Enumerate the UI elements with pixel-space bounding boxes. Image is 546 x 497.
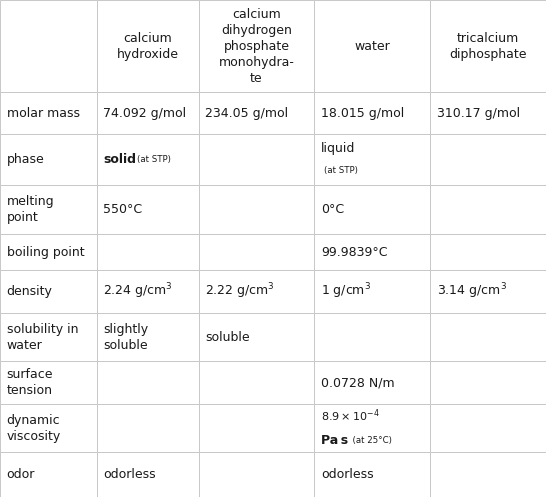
Bar bbox=[314, 361, 430, 404]
Text: calcium
hydroxide: calcium hydroxide bbox=[116, 32, 179, 61]
Bar bbox=[314, 270, 430, 313]
Bar bbox=[0, 0, 97, 92]
Text: $\mathregular{2.22}$ g/cm$^3$: $\mathregular{2.22}$ g/cm$^3$ bbox=[205, 282, 275, 301]
Text: water: water bbox=[354, 40, 390, 53]
Text: odor: odor bbox=[7, 468, 35, 481]
Bar bbox=[314, 0, 430, 92]
Bar bbox=[314, 92, 430, 134]
Bar bbox=[430, 404, 546, 452]
Bar bbox=[430, 270, 546, 313]
Bar bbox=[97, 92, 199, 134]
Bar bbox=[314, 404, 430, 452]
Bar bbox=[0, 234, 97, 270]
Bar bbox=[199, 234, 314, 270]
Bar bbox=[0, 404, 97, 452]
Text: (at STP): (at STP) bbox=[137, 155, 171, 164]
Bar bbox=[97, 0, 199, 92]
Text: surface
tension: surface tension bbox=[7, 368, 53, 397]
Text: slightly
soluble: slightly soluble bbox=[103, 323, 148, 351]
Text: odorless: odorless bbox=[321, 468, 373, 481]
Bar bbox=[314, 234, 430, 270]
Text: 234.05 g/mol: 234.05 g/mol bbox=[205, 107, 288, 120]
Text: 0°C: 0°C bbox=[321, 203, 344, 216]
Bar bbox=[430, 0, 546, 92]
Bar bbox=[0, 134, 97, 185]
Text: density: density bbox=[7, 285, 52, 298]
Bar bbox=[199, 404, 314, 452]
Bar bbox=[97, 313, 199, 361]
Text: 310.17 g/mol: 310.17 g/mol bbox=[437, 107, 520, 120]
Bar bbox=[97, 452, 199, 497]
Text: 550°C: 550°C bbox=[103, 203, 142, 216]
Bar bbox=[199, 361, 314, 404]
Text: $\mathregular{3.14}$ g/cm$^3$: $\mathregular{3.14}$ g/cm$^3$ bbox=[437, 282, 507, 301]
Text: $8.9\times10^{-4}$: $8.9\times10^{-4}$ bbox=[321, 408, 379, 424]
Bar bbox=[430, 92, 546, 134]
Text: (at STP): (at STP) bbox=[324, 166, 358, 175]
Bar bbox=[430, 185, 546, 234]
Text: phase: phase bbox=[7, 153, 44, 166]
Text: $\mathregular{1}$ g/cm$^3$: $\mathregular{1}$ g/cm$^3$ bbox=[321, 282, 371, 301]
Bar bbox=[199, 313, 314, 361]
Text: melting
point: melting point bbox=[7, 195, 54, 224]
Bar bbox=[314, 185, 430, 234]
Text: tricalcium
diphosphate: tricalcium diphosphate bbox=[449, 32, 527, 61]
Bar bbox=[97, 404, 199, 452]
Text: Pa s: Pa s bbox=[321, 434, 348, 447]
Text: boiling point: boiling point bbox=[7, 246, 84, 258]
Text: calcium
dihydrogen
phosphate
monohydra-
te: calcium dihydrogen phosphate monohydra- … bbox=[218, 7, 294, 84]
Bar bbox=[430, 452, 546, 497]
Text: $\mathregular{2.24}$ g/cm$^3$: $\mathregular{2.24}$ g/cm$^3$ bbox=[103, 282, 173, 301]
Bar bbox=[199, 134, 314, 185]
Text: solubility in
water: solubility in water bbox=[7, 323, 78, 351]
Text: soluble: soluble bbox=[205, 331, 250, 343]
Bar bbox=[0, 313, 97, 361]
Bar bbox=[199, 270, 314, 313]
Bar bbox=[199, 92, 314, 134]
Text: 0.0728 N/m: 0.0728 N/m bbox=[321, 376, 395, 389]
Bar bbox=[0, 185, 97, 234]
Text: (at 25°C): (at 25°C) bbox=[347, 436, 392, 445]
Bar bbox=[0, 270, 97, 313]
Text: molar mass: molar mass bbox=[7, 107, 80, 120]
Bar bbox=[0, 361, 97, 404]
Text: odorless: odorless bbox=[103, 468, 156, 481]
Text: dynamic
viscosity: dynamic viscosity bbox=[7, 414, 61, 442]
Bar bbox=[0, 452, 97, 497]
Bar bbox=[430, 361, 546, 404]
Bar bbox=[199, 185, 314, 234]
Bar bbox=[97, 134, 199, 185]
Bar bbox=[430, 234, 546, 270]
Text: 99.9839°C: 99.9839°C bbox=[321, 246, 388, 258]
Bar bbox=[430, 134, 546, 185]
Bar bbox=[199, 0, 314, 92]
Bar bbox=[314, 452, 430, 497]
Bar bbox=[314, 134, 430, 185]
Bar bbox=[430, 313, 546, 361]
Bar bbox=[97, 361, 199, 404]
Text: liquid: liquid bbox=[321, 142, 355, 155]
Bar bbox=[314, 313, 430, 361]
Bar bbox=[97, 185, 199, 234]
Text: 18.015 g/mol: 18.015 g/mol bbox=[321, 107, 404, 120]
Text: 74.092 g/mol: 74.092 g/mol bbox=[103, 107, 186, 120]
Bar bbox=[97, 270, 199, 313]
Text: solid: solid bbox=[103, 153, 136, 166]
Bar bbox=[97, 234, 199, 270]
Bar bbox=[0, 92, 97, 134]
Bar bbox=[199, 452, 314, 497]
